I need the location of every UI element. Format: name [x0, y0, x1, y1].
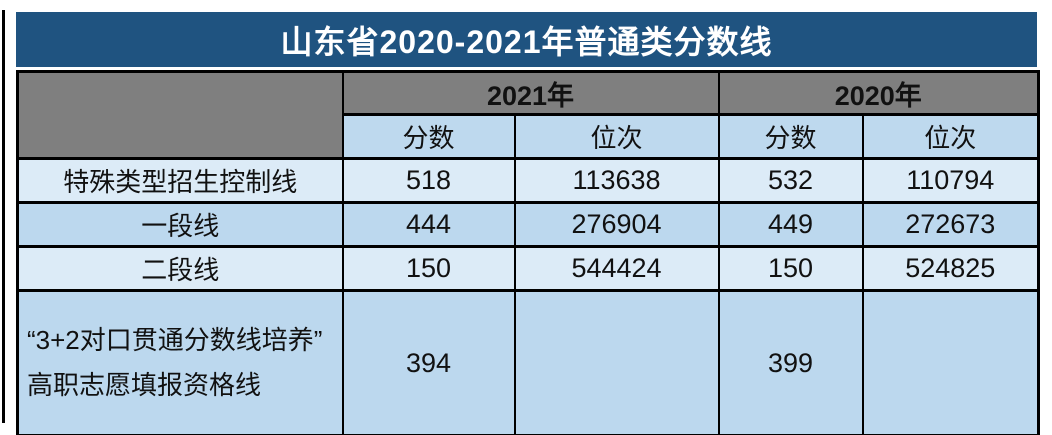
subheader-score-2021: 分数	[341, 113, 516, 160]
subheader-rank-2021: 位次	[513, 113, 720, 160]
corner-cell	[16, 70, 344, 160]
table-title: 山东省2020-2021年普通类分数线	[16, 12, 1037, 67]
cell-score-2020: 532	[717, 157, 864, 204]
cell-rank-2021: 113638	[513, 157, 720, 204]
cell-score-2021: 444	[341, 201, 516, 248]
cell-rank-2020: 272673	[861, 201, 1040, 248]
row-label: “3+2对口贯通分数线培养” 高职志愿填报资格线	[16, 289, 344, 435]
subheader-rank-2020: 位次	[861, 113, 1040, 160]
cell-rank-2020: 110794	[861, 157, 1040, 204]
cell-rank-2020: 524825	[861, 245, 1040, 292]
score-table-graphic: 山东省2020-2021年普通类分数线 2021年 2020年 分数 位次 分数	[16, 12, 1041, 435]
cell-rank-2021: 544424	[513, 245, 720, 292]
table-row-second-segment-line: 二段线 150 544424 150 524825	[16, 245, 1040, 292]
subheader-row: 分数 位次 分数 位次	[18, 113, 1040, 160]
year-header-2020: 2020年	[717, 70, 1040, 116]
cell-rank-2020	[861, 289, 1040, 435]
table-row-special-control-line: 特殊类型招生控制线 518 113638 532 110794	[16, 157, 1040, 204]
cell-score-2020: 150	[717, 245, 864, 292]
row-label: 一段线	[16, 201, 344, 248]
table-row-first-segment-line: 一段线 444 276904 449 272673	[16, 201, 1040, 248]
table-row-3plus2-qualification-line: “3+2对口贯通分数线培养” 高职志愿填报资格线 394 399	[16, 289, 1040, 435]
cell-rank-2021: 276904	[513, 201, 720, 248]
cell-score-2020: 449	[717, 201, 864, 248]
row-label: 二段线	[16, 245, 344, 292]
row-label: 特殊类型招生控制线	[16, 157, 344, 204]
year-header-row: 2021年 2020年	[16, 70, 1040, 160]
cell-score-2020: 399	[717, 289, 864, 435]
page-edge-line	[2, 10, 5, 423]
cell-rank-2021	[513, 289, 720, 435]
year-header-2021: 2021年	[341, 70, 720, 116]
score-table: 2021年 2020年 分数 位次 分数 位次 特殊类型招生控制线 518 11…	[16, 70, 1041, 435]
cell-score-2021: 518	[341, 157, 516, 204]
cell-score-2021: 150	[341, 245, 516, 292]
cell-score-2021: 394	[341, 289, 516, 435]
subheader-score-2020: 分数	[717, 113, 864, 160]
